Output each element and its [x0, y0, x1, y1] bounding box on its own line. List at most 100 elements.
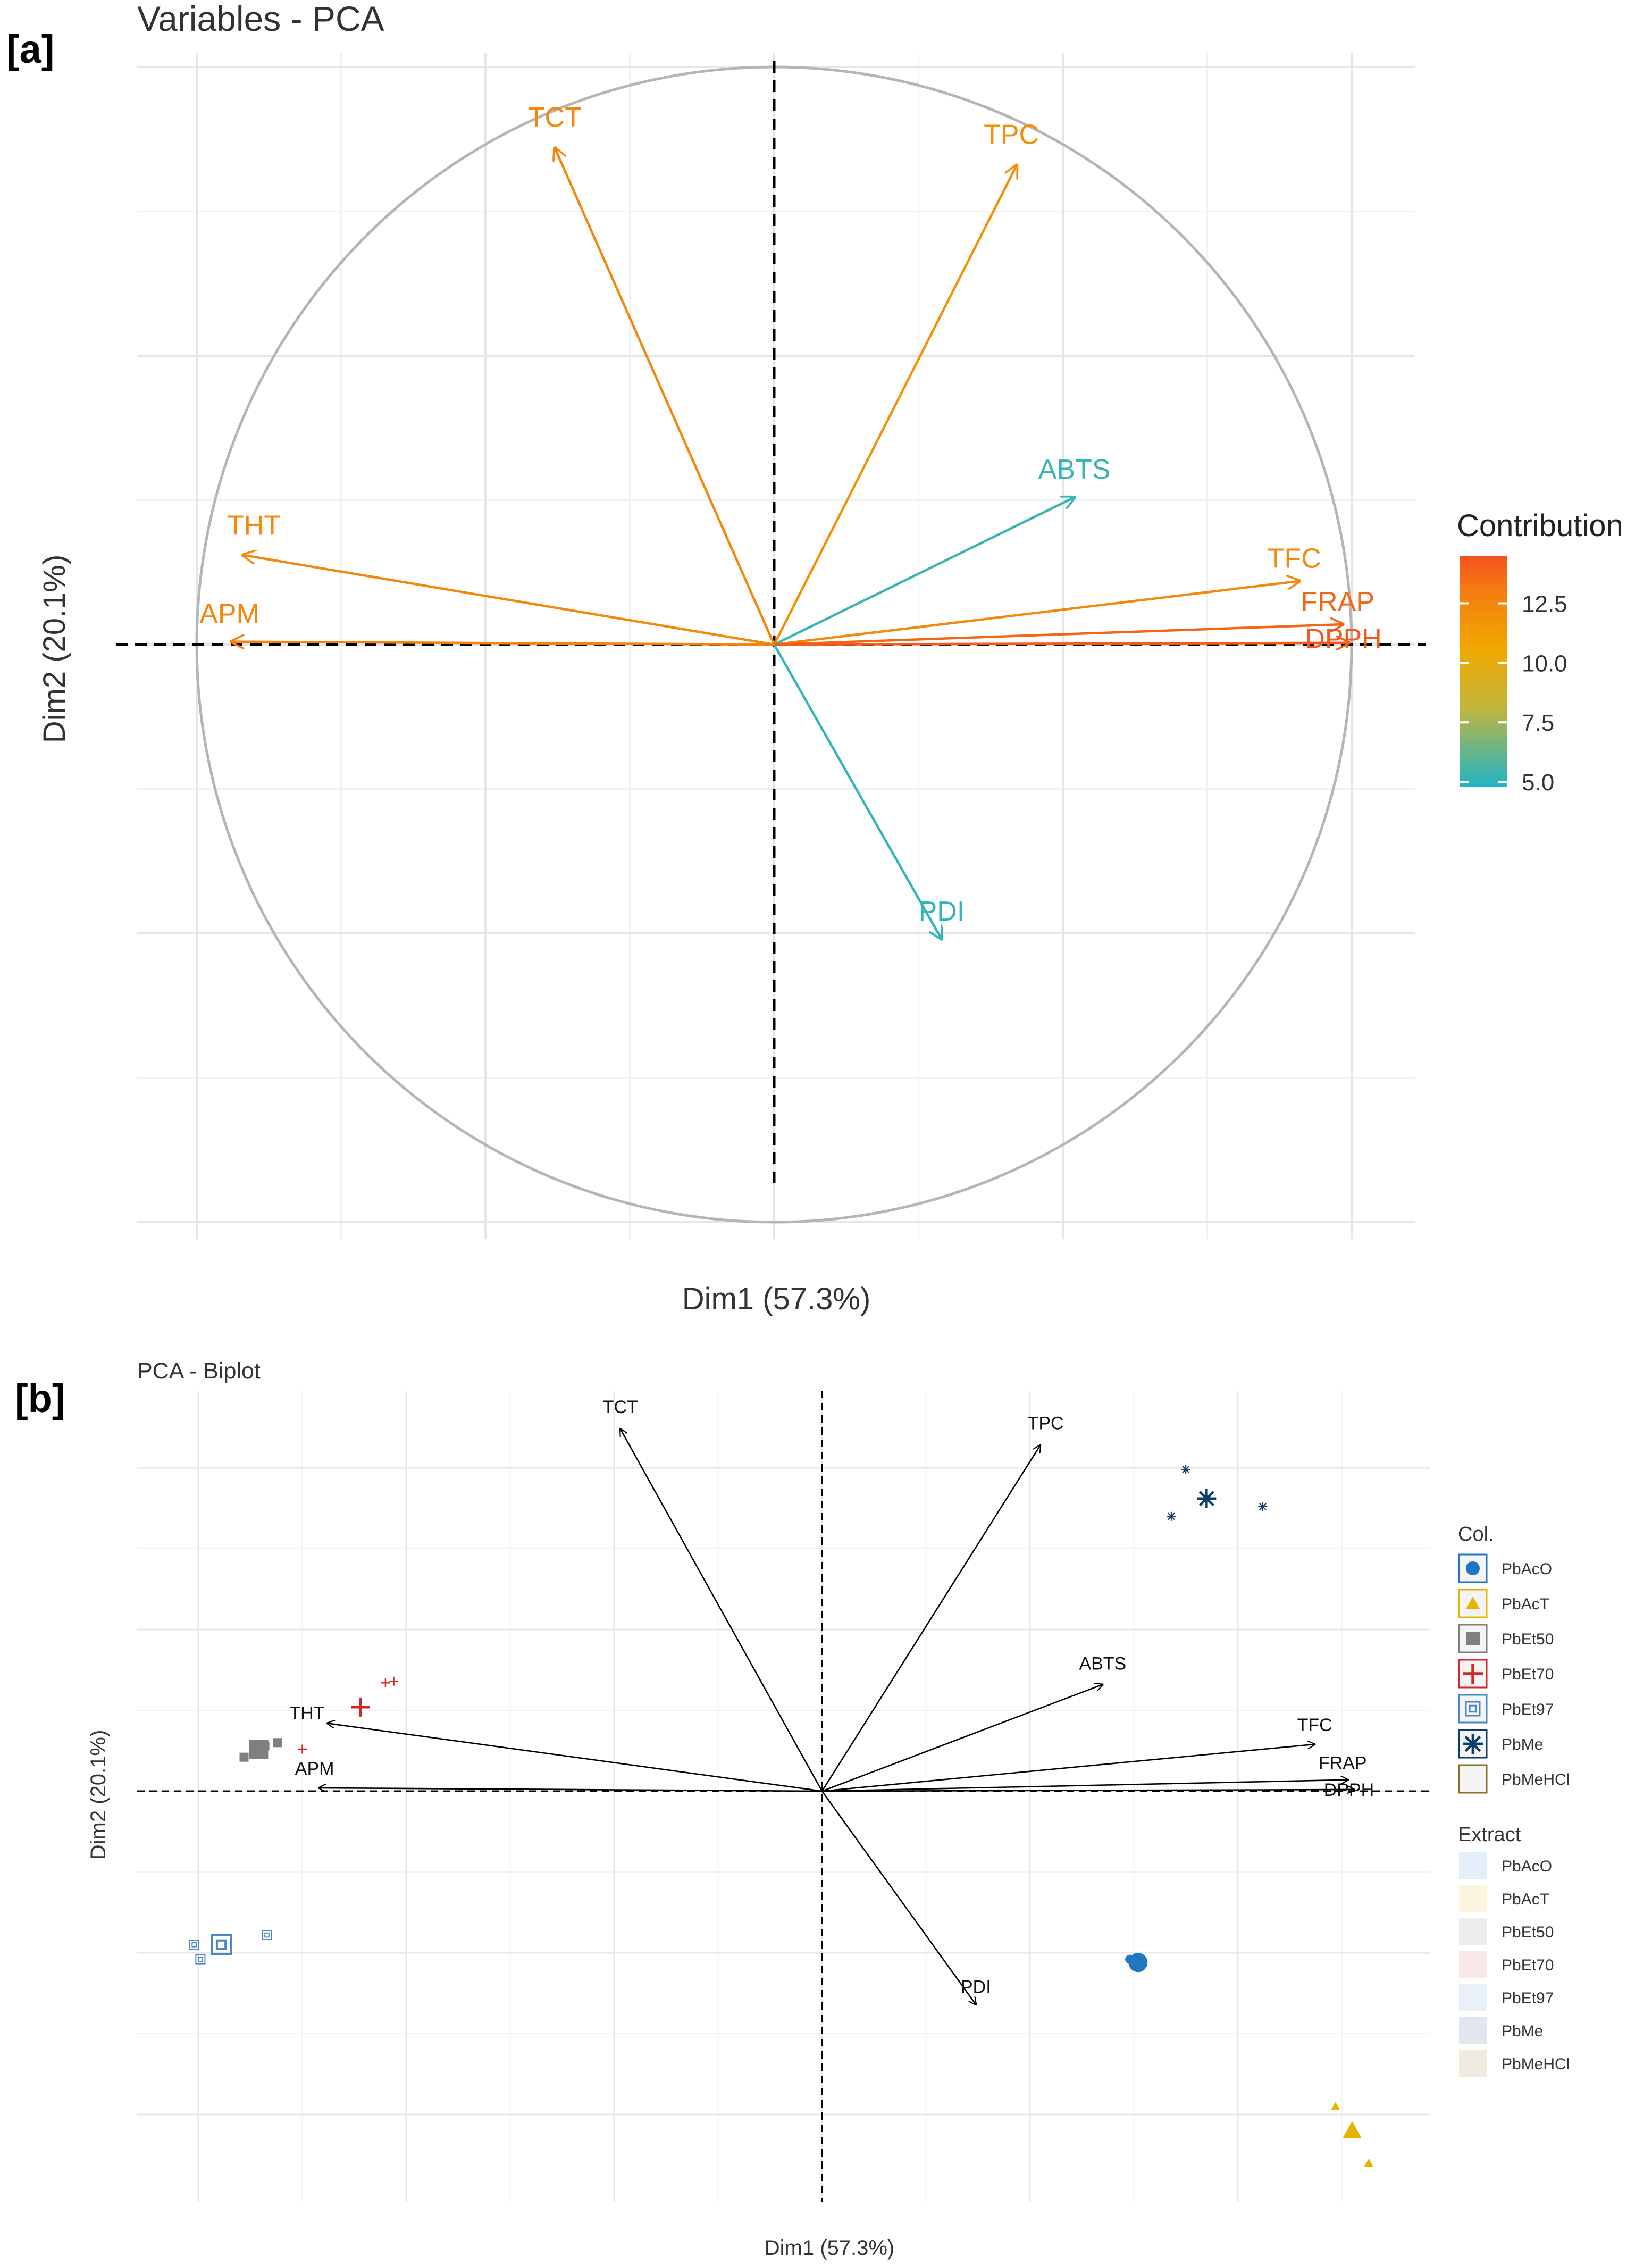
point-pbme — [1258, 1502, 1268, 1511]
extract-legend-title: Extract — [1458, 1824, 1521, 1846]
centroid-pbet70 — [350, 1697, 370, 1717]
variable-label-frap: FRAP — [1301, 587, 1374, 617]
col-legend-label: PbEt50 — [1502, 1631, 1554, 1648]
variable-label-apm: APM — [199, 599, 259, 630]
centroid-pbet50 — [249, 1739, 269, 1759]
variable-arrow-apm — [319, 1788, 823, 1791]
point-pbet97 — [262, 1930, 272, 1941]
col-legend-symbol-pbet50 — [1466, 1632, 1480, 1645]
col-legend-key-pbet97 — [1458, 1694, 1488, 1724]
extract-legend-label: PbEt50 — [1502, 1924, 1554, 1941]
variable-arrow-tht — [243, 555, 775, 646]
point-pbet70 — [389, 1676, 399, 1686]
panel-b-tag: [b] — [15, 1376, 65, 1420]
variable-arrow-tfc — [821, 1744, 1315, 1792]
variable-arrow-abts — [821, 1684, 1103, 1792]
variable-label-apm: APM — [295, 1759, 334, 1779]
extract-legend-key-pbmehcl — [1459, 2050, 1487, 2077]
variable-arrow-pdi — [773, 643, 942, 939]
col-legend-symbol-pbaco — [1466, 1561, 1480, 1575]
variable-arrow-tpc — [821, 1445, 1041, 1792]
variable-label-tht: THT — [289, 1703, 324, 1723]
panel-a-ylabel: Dim2 (20.1%) — [37, 555, 72, 743]
panel-b-title: PCA - Biplot — [137, 1358, 261, 1384]
legend-tick-label: 5.0 — [1522, 770, 1554, 796]
panel-a-title: Variables - PCA — [137, 0, 384, 38]
variable-label-tfc: TFC — [1268, 544, 1321, 574]
biplot-legend: Col. Extract PbAcO PbAcT PbEt50 PbEt70 PbEt9… — [1458, 1523, 1570, 2077]
extract-legend-label: PbMe — [1502, 2022, 1543, 2040]
variable-label-abts: ABTS — [1038, 454, 1111, 485]
extract-legend-label: PbAcO — [1502, 1858, 1552, 1875]
variable-label-dpph: DPPH — [1305, 624, 1381, 655]
variable-arrow-tpc — [773, 165, 1017, 646]
variable-arrow-tct — [555, 148, 776, 645]
legend-tick-label: 10.0 — [1522, 650, 1567, 676]
centroid-pbaco — [1128, 1953, 1148, 1973]
extract-legend-label: PbEt70 — [1502, 1957, 1554, 1974]
extract-legend-key-pbact — [1459, 1885, 1487, 1912]
extract-legend-label: PbMeHCl — [1502, 2055, 1570, 2073]
col-legend-title: Col. — [1458, 1523, 1494, 1545]
col-legend-label: PbMeHCl — [1502, 1771, 1570, 1788]
panel-a-xlabel: Dim1 (57.3%) — [682, 1282, 871, 1316]
col-legend-symbol-pbet70 — [1463, 1664, 1483, 1684]
col-legend-symbol-pbact — [1466, 1597, 1480, 1609]
point-pbme — [1167, 1511, 1176, 1521]
centroid-pbact — [1343, 2121, 1362, 2138]
panel-b-xlabel: Dim1 (57.3%) — [765, 2236, 895, 2260]
variable-label-tht: THT — [227, 511, 281, 541]
centroid-pbet97 — [211, 1934, 232, 1955]
col-legend-key-pbmehcl — [1458, 1764, 1488, 1794]
panel-b-background — [137, 1391, 1430, 2202]
legend-tick-label: 12.5 — [1522, 591, 1567, 617]
variable-arrow-tfc — [774, 581, 1299, 646]
point-pbme — [1181, 1465, 1190, 1474]
variable-label-pdi: PDI — [961, 1977, 991, 1997]
contribution-legend-title: Contribution — [1457, 508, 1623, 543]
legend-tick-label: 7.5 — [1522, 710, 1554, 736]
extract-legend-label: PbAcT — [1502, 1891, 1549, 1908]
contribution-legend-ticks: 5.0 7.5 10.0 12.5 — [1460, 591, 1567, 796]
variable-arrow-frap — [774, 624, 1343, 646]
col-legend-label: PbAcT — [1502, 1595, 1549, 1613]
centroid-pbme — [1197, 1489, 1217, 1508]
point-pbet97 — [189, 1940, 199, 1950]
point-pbet97 — [195, 1954, 206, 1965]
extract-legend-key-pbet70 — [1459, 1951, 1487, 1978]
col-legend-label: PbAcO — [1502, 1560, 1552, 1578]
panel-b-plot: TCT TPC ABTS THT APM TFC FRAP DPPH PDI — [137, 1391, 1430, 2202]
contribution-legend: Contribution 5.0 7.5 10.0 12.5 — [1457, 508, 1623, 796]
variable-arrow-dpph — [821, 1790, 1354, 1791]
variable-label-tct: TCT — [603, 1397, 638, 1417]
col-legend-label: PbEt97 — [1502, 1701, 1554, 1718]
col-legend-label: PbMe — [1502, 1736, 1543, 1753]
point-pbet70 — [298, 1744, 307, 1754]
variable-arrow-apm — [231, 642, 775, 645]
variable-arrow-dpph — [774, 643, 1349, 645]
variable-label-abts: ABTS — [1079, 1653, 1126, 1674]
variable-label-tfc: TFC — [1297, 1715, 1332, 1735]
variable-label-tct: TCT — [528, 102, 582, 133]
col-legend-symbol-pbme — [1463, 1734, 1483, 1754]
variable-label-tpc: TPC — [984, 120, 1039, 151]
extract-legend-key-pbet50 — [1459, 1918, 1487, 1945]
col-legend-label: PbEt70 — [1502, 1666, 1554, 1683]
variable-label-tpc: TPC — [1028, 1413, 1064, 1433]
variable-label-dpph: DPPH — [1324, 1780, 1374, 1800]
contribution-colorbar — [1460, 556, 1507, 787]
variable-arrow-tct — [620, 1429, 823, 1792]
panel-a-plot: TCT TPC ABTS THT APM TFC FRAP DPPH PDI — [116, 53, 1426, 1239]
variable-arrow-tht — [327, 1723, 823, 1792]
extract-legend-label: PbEt97 — [1502, 1990, 1554, 2007]
point-pbet50 — [239, 1752, 249, 1762]
extract-legend-key-pbet97 — [1459, 1984, 1487, 2011]
point-pbact — [1331, 2102, 1340, 2110]
extract-legend-key-pbme — [1459, 2017, 1487, 2044]
variable-label-frap: FRAP — [1319, 1753, 1367, 1774]
variable-arrow-pdi — [821, 1791, 976, 2004]
point-pbet50 — [273, 1738, 282, 1748]
variable-label-pdi: PDI — [919, 896, 965, 927]
panel-a-tag: [a] — [6, 27, 54, 71]
